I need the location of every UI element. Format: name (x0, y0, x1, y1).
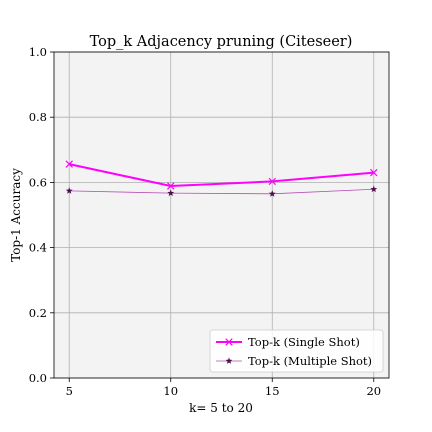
series-line-1 (69, 163, 374, 187)
series-line-2 (69, 188, 374, 195)
x-marker-stroke (370, 168, 378, 177)
legend-swatch-marker (225, 357, 233, 364)
data-point (370, 168, 378, 177)
x-tick-label: 20 (366, 384, 381, 398)
x-marker-stroke (65, 160, 73, 168)
y-axis-label: Top-1 Accuracy (9, 168, 23, 262)
x-tick-label: 10 (163, 384, 178, 398)
x-axis-label: k= 5 to 20 (189, 401, 253, 415)
data-point (167, 182, 175, 190)
data-point (167, 189, 175, 197)
ticks: 5 10 15 20 0.0 0.2 0.4 0.6 0.8 1.0 (29, 45, 381, 398)
series-group (65, 160, 378, 197)
x-marker-stroke (167, 182, 175, 190)
legend-label: Top-k (Single Shot) (248, 335, 360, 349)
y-tick-label: 0.6 (29, 175, 47, 189)
legend-label: Top-k (Multiple Shot) (248, 354, 372, 368)
data-point (65, 187, 73, 194)
data-point (268, 190, 276, 197)
x-tick-label: 5 (66, 384, 73, 398)
y-tick-label: 0.4 (29, 241, 47, 255)
y-tick-label: 0.8 (29, 110, 47, 124)
legend-box (209, 329, 384, 373)
legend-swatch-marker (225, 338, 233, 346)
x-marker-stroke (268, 177, 276, 186)
data-point (370, 185, 378, 193)
y-tick-label: 0.0 (29, 371, 47, 385)
x-marker-stroke (225, 338, 233, 346)
chart-title: Top_k Adjacency pruning (Citeseer) (90, 34, 353, 50)
y-tick-label: 0.2 (29, 306, 47, 320)
data-point (268, 177, 276, 186)
plot-frame (53, 51, 390, 379)
legend: Top-k (Single Shot) Top-k (Multiple Shot) (209, 329, 384, 373)
plot-area (54, 52, 389, 378)
y-tick-label: 1.0 (29, 45, 47, 59)
data-point (65, 160, 73, 168)
x-tick-label: 15 (265, 384, 280, 398)
